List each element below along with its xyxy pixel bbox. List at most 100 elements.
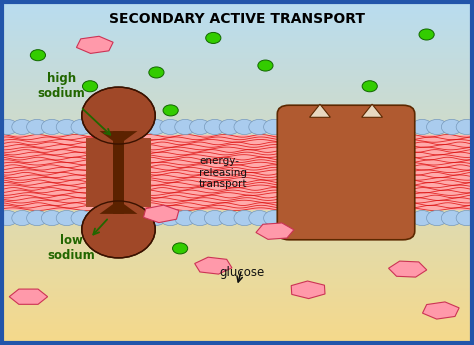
Polygon shape [422, 302, 459, 319]
Bar [0, 18, 474, 20]
Bar [0, 256, 474, 258]
Circle shape [249, 210, 270, 226]
Bar [0, 207, 474, 208]
Circle shape [219, 119, 240, 135]
Bar [0, 75, 474, 76]
Polygon shape [144, 205, 179, 223]
Bar [0, 70, 474, 71]
Bar [0, 266, 474, 267]
Bar [0, 136, 474, 137]
Circle shape [160, 210, 181, 226]
Circle shape [12, 119, 33, 135]
Bar [0, 31, 474, 32]
Bar [0, 300, 474, 301]
Bar [0, 192, 474, 193]
Bar [0, 308, 474, 309]
Bar [0, 168, 474, 169]
Bar [0, 258, 474, 259]
Polygon shape [100, 200, 137, 214]
Circle shape [362, 81, 377, 92]
Bar [0, 275, 474, 276]
Bar [0, 20, 474, 21]
Bar [0, 16, 474, 17]
Bar [0, 114, 474, 115]
Polygon shape [310, 104, 330, 117]
Circle shape [100, 210, 121, 226]
Bar [0, 301, 474, 303]
Circle shape [86, 119, 107, 135]
Circle shape [456, 119, 474, 135]
Circle shape [204, 119, 225, 135]
Bar [0, 100, 474, 101]
Bar [0, 135, 474, 210]
Bar [0, 187, 474, 189]
Bar [0, 289, 474, 290]
Circle shape [27, 119, 47, 135]
Bar [0, 201, 474, 203]
Bar [0, 36, 474, 37]
Bar [0, 139, 474, 140]
Circle shape [130, 210, 151, 226]
Bar [0, 172, 474, 174]
Circle shape [145, 119, 166, 135]
Bar [0, 221, 474, 222]
Bar [0, 73, 474, 75]
Bar [0, 152, 474, 153]
Bar [0, 191, 474, 192]
Bar [0, 22, 474, 23]
Bar [0, 115, 474, 116]
Bar [0, 268, 474, 269]
Polygon shape [389, 261, 427, 277]
Bar [0, 200, 474, 201]
Bar [0, 140, 474, 141]
Bar [0, 307, 474, 308]
Bar [0, 197, 474, 198]
Bar [0, 279, 474, 280]
Bar [0, 109, 474, 110]
Bar [0, 27, 474, 28]
Bar [0, 248, 474, 249]
Bar [0, 62, 474, 63]
Circle shape [397, 119, 418, 135]
Circle shape [397, 210, 418, 226]
Bar [0, 314, 474, 315]
Bar [0, 167, 474, 168]
Circle shape [27, 210, 47, 226]
Circle shape [427, 119, 447, 135]
Bar [0, 244, 474, 245]
Bar [0, 227, 474, 228]
Bar [0, 315, 474, 316]
FancyBboxPatch shape [277, 105, 415, 240]
Bar [0, 214, 474, 215]
Bar [0, 216, 474, 217]
Bar [0, 137, 474, 138]
Circle shape [149, 67, 164, 78]
Bar [0, 273, 474, 274]
Bar [0, 208, 474, 209]
Bar [0, 194, 474, 196]
Bar [113, 131, 124, 214]
Bar [0, 343, 474, 344]
Bar [0, 334, 474, 335]
Circle shape [353, 210, 374, 226]
Bar [86, 138, 151, 207]
Bar [0, 259, 474, 260]
Bar [0, 312, 474, 313]
Bar [0, 91, 474, 92]
Bar [0, 176, 474, 177]
Bar [0, 255, 474, 256]
Bar [0, 130, 474, 131]
Circle shape [0, 210, 18, 226]
Bar [0, 3, 474, 4]
Ellipse shape [82, 87, 155, 144]
Bar [0, 87, 474, 89]
Bar [0, 243, 474, 244]
Bar [0, 262, 474, 263]
Polygon shape [76, 36, 113, 53]
Bar [0, 33, 474, 35]
Bar [0, 141, 474, 142]
Bar [0, 283, 474, 284]
Circle shape [293, 210, 314, 226]
Circle shape [353, 119, 374, 135]
Text: energy-
releasing
transport: energy- releasing transport [199, 156, 247, 189]
